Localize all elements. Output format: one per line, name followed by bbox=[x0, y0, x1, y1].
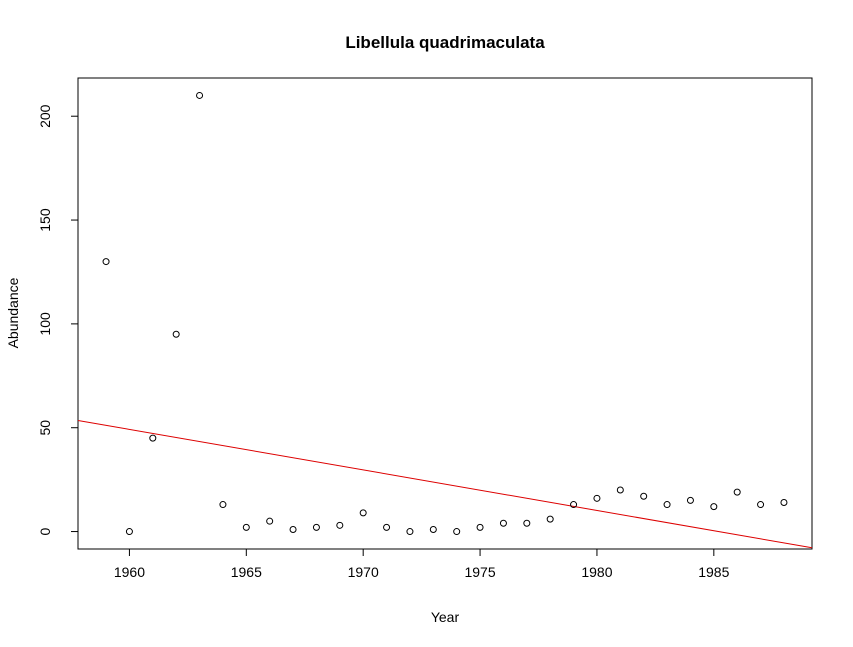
data-point bbox=[172, 330, 180, 338]
data-point bbox=[616, 486, 624, 494]
data-point bbox=[149, 434, 157, 442]
data-point bbox=[476, 523, 484, 531]
data-point bbox=[593, 494, 601, 502]
data-point bbox=[196, 91, 204, 99]
data-point bbox=[453, 528, 461, 536]
data-point bbox=[499, 519, 507, 527]
x-tick-label: 1965 bbox=[231, 564, 262, 580]
x-tick-label: 1985 bbox=[698, 564, 729, 580]
trend-line-group bbox=[77, 419, 813, 549]
data-points bbox=[102, 91, 788, 536]
data-point bbox=[125, 528, 133, 536]
x-tick-label: 1975 bbox=[464, 564, 495, 580]
data-point bbox=[686, 496, 694, 504]
plot-area bbox=[77, 77, 813, 550]
data-point bbox=[266, 517, 274, 525]
data-point bbox=[523, 519, 531, 527]
data-point bbox=[359, 509, 367, 517]
y-tick-label: 150 bbox=[37, 208, 53, 232]
x-tick-label: 1980 bbox=[581, 564, 612, 580]
data-point bbox=[219, 501, 227, 509]
data-point bbox=[757, 501, 765, 509]
data-point bbox=[242, 523, 250, 531]
x-tick-label: 1970 bbox=[348, 564, 379, 580]
data-point bbox=[663, 501, 671, 509]
x-axis-label: Year bbox=[431, 609, 460, 625]
data-point bbox=[336, 521, 344, 529]
data-point bbox=[640, 492, 648, 500]
y-axis: 0 50 100 150 200 bbox=[37, 104, 78, 535]
y-axis-label: Abundance bbox=[5, 277, 21, 348]
data-point bbox=[383, 523, 391, 531]
data-point bbox=[102, 258, 110, 266]
data-point bbox=[429, 525, 437, 533]
chart-title: Libellula quadrimaculata bbox=[345, 33, 545, 52]
x-tick-label: 1960 bbox=[114, 564, 145, 580]
data-point bbox=[406, 528, 414, 536]
y-tick-label: 50 bbox=[37, 420, 53, 436]
x-axis: 1960 1965 1970 1975 1980 1985 bbox=[114, 549, 730, 580]
y-tick-label: 100 bbox=[37, 312, 53, 336]
plot-frame bbox=[77, 77, 813, 550]
y-tick-label: 0 bbox=[37, 527, 53, 535]
trend-line bbox=[77, 419, 813, 549]
data-point bbox=[289, 525, 297, 533]
data-point bbox=[710, 503, 718, 511]
data-point bbox=[570, 501, 578, 509]
y-tick-label: 200 bbox=[37, 104, 53, 128]
data-point bbox=[546, 515, 554, 523]
data-point bbox=[780, 498, 788, 506]
data-point bbox=[733, 488, 741, 496]
data-point bbox=[312, 523, 320, 531]
